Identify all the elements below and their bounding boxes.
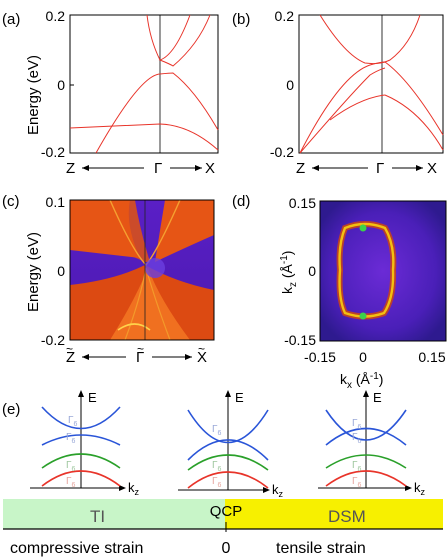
svg-text:kz (Å-1): kz (Å-1)	[279, 251, 299, 294]
panel-a-ytick-mid: 0	[57, 77, 65, 93]
gamma-label: Γ6	[66, 432, 76, 445]
axis-k-label: kz	[128, 480, 140, 497]
axis-e-label: E	[373, 390, 382, 405]
panel-c-ylabel: Energy (eV)	[25, 232, 42, 312]
gamma-label: Γ6	[212, 424, 222, 437]
phase-qcp-label: QCP	[210, 503, 243, 520]
strain-right-label: tensile strain	[276, 540, 366, 557]
gamma-label: Γ6	[352, 460, 362, 473]
panel-d-label: (d)	[232, 193, 250, 210]
panel-d-ytick-bot: -0.15	[284, 332, 316, 348]
axis-e-label: E	[88, 390, 97, 405]
panel-a-xlabel-mid: Γ	[154, 160, 162, 177]
band-diagram-ti: E kz Γ6 Γ6 Γ6 Γ6	[30, 390, 140, 497]
axis-k-label: kz	[414, 480, 426, 497]
panel-e-label: (e)	[2, 401, 20, 418]
panel-c-frame	[69, 199, 215, 341]
phase-dsm-region	[225, 499, 443, 529]
panel-b-ytick-bot: -0.2	[270, 144, 294, 160]
panel-d-dirac-point-top	[359, 224, 367, 232]
gamma-label: Γ6	[352, 476, 362, 489]
tilde-mark: ~	[137, 342, 144, 356]
panel-a-ytick-bot: -0.2	[41, 144, 65, 160]
strain-zero-label: 0	[222, 540, 231, 557]
panel-d-xtick-mid: 0	[359, 349, 367, 365]
gamma-label: Γ6	[66, 460, 76, 473]
gamma-label: Γ6	[212, 460, 222, 473]
panel-d-xlabel: kx (Å-1)	[340, 371, 383, 391]
panel-d-ytick-mid: 0	[308, 263, 316, 279]
gamma-label: Γ6	[212, 476, 222, 489]
panel-c-ytick-mid: 0	[57, 263, 65, 279]
panel-d-ylabel: kz (Å-1)	[279, 251, 299, 294]
panel-d-fermi-ring	[338, 222, 395, 318]
panel-d-xtick-left: -0.15	[304, 349, 336, 365]
panel-e: (e) E kz Γ6 Γ6 Γ6 Γ6 E kz	[2, 390, 443, 557]
panel-c-xlabel-mid: Γ	[136, 349, 144, 366]
panel-a-xlabel-left: Z	[66, 160, 75, 177]
phase-ti-region	[3, 499, 225, 529]
gamma-label: Γ6	[68, 415, 78, 428]
panel-b-label: (b)	[232, 11, 250, 28]
panel-c-xlabel-right: X	[197, 349, 207, 366]
panel-d-ytick-top: 0.15	[289, 195, 316, 211]
panel-a-frame	[69, 14, 219, 154]
panel-a: (a) Energy (eV) 0.2 0 -0.2 Z Γ X	[2, 8, 219, 177]
panel-b-xlabel-mid: Γ	[376, 160, 384, 177]
panel-b-frame	[298, 14, 444, 154]
panel-c-ytick-bot: -0.2	[41, 332, 65, 348]
panel-d: (d) 0.15 0 -0.15 kz (Å-1) -0.15 0 0.15 k…	[232, 193, 447, 391]
phase-dsm-label: DSM	[328, 507, 366, 526]
gamma-label: Γ6	[352, 418, 362, 431]
panel-a-bands	[69, 14, 219, 154]
panel-b-ytick-mid: 0	[286, 77, 294, 93]
panel-c-label: (c)	[2, 193, 20, 210]
panel-d-xtick-right: 0.15	[418, 349, 445, 365]
gamma-label: Γ6	[66, 476, 76, 489]
panel-b: (b) 0.2 0 -0.2 Z Γ X	[232, 8, 444, 177]
phase-ti-label: TI	[90, 507, 105, 526]
axis-e-label: E	[235, 390, 244, 405]
band-diagram-qcp: E kz Γ6 Γ6 Γ6	[178, 390, 284, 499]
panel-c-xlabel-left: Z	[66, 349, 75, 366]
panel-b-ytick-top: 0.2	[275, 8, 295, 24]
panel-c-ytick-top: 0.1	[46, 194, 66, 210]
tilde-mark: ~	[66, 342, 73, 356]
panel-d-dirac-point-bottom	[359, 312, 367, 320]
panel-b-bands	[299, 14, 444, 154]
band-diagram-dsm: E kz Γ6 Γ6 Γ6 Γ6	[318, 390, 426, 497]
panel-a-ytick-top: 0.2	[46, 8, 66, 24]
panel-a-ylabel: Energy (eV)	[25, 55, 42, 135]
panel-a-label: (a)	[2, 11, 20, 28]
panel-c: (c) Energy (eV) 0.1 0 -0.2 Z ~ Γ ~ X ~	[2, 193, 215, 366]
axis-k-label: kz	[272, 482, 284, 499]
panel-b-xlabel-left: Z	[296, 160, 305, 177]
panel-a-xlabel-right: X	[205, 160, 215, 177]
tilde-mark: ~	[198, 342, 205, 356]
panel-d-frame	[319, 200, 447, 342]
gamma-label: Γ6	[352, 432, 362, 445]
panel-b-xlabel-right: X	[427, 160, 437, 177]
strain-left-label: compressive strain	[10, 540, 143, 557]
